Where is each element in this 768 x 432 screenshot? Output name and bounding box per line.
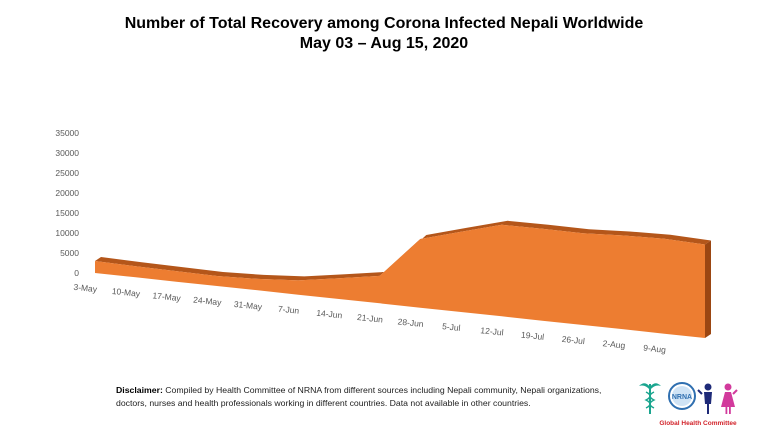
x-tick-label: 21-Jun [357, 312, 384, 325]
area-side-face [705, 240, 711, 338]
x-tick-label: 5-Jul [442, 321, 461, 333]
x-tick-label: 3-May [73, 282, 98, 294]
y-tick-label: 10000 [55, 228, 79, 238]
female-figure-icon [721, 383, 738, 414]
y-tick-label: 30000 [55, 148, 79, 158]
disclaimer-label: Disclaimer: [116, 385, 163, 395]
x-tick-label: 14-Jun [316, 308, 343, 321]
y-tick-label: 35000 [55, 128, 79, 138]
x-tick-label: 2-Aug [602, 338, 626, 350]
x-tick-label: 12-Jul [480, 325, 504, 337]
area-front-face [95, 224, 705, 338]
male-figure-icon [697, 383, 712, 414]
y-tick-label: 0 [74, 268, 79, 278]
x-tick-label: 9-Aug [643, 343, 667, 355]
x-tick-label: 7-Jun [278, 304, 300, 316]
x-tick-label: 10-May [111, 286, 141, 299]
disclaimer-text: Compiled by Health Committee of NRNA fro… [116, 385, 602, 408]
x-tick-label: 24-May [193, 295, 223, 308]
x-tick-label: 17-May [152, 290, 182, 303]
chart-title: Number of Total Recovery among Corona In… [124, 15, 644, 32]
caduceus-icon [639, 383, 661, 414]
y-tick-label: 5000 [60, 248, 79, 258]
x-tick-label: 28-Jun [397, 316, 424, 329]
x-tick-label: 31-May [233, 299, 263, 312]
x-axis: 3-May 10-May 17-May 24-May 31-May 7-Jun 14-Jun… [73, 282, 667, 355]
chart-subtitle: May 03 – Aug 15, 2020 [299, 35, 469, 52]
y-tick-label: 20000 [55, 188, 79, 198]
logo-caption: Global Health Committee [659, 420, 737, 427]
y-axis: 0 5000 10000 15000 20000 25000 30000 35000 [55, 128, 79, 278]
globe-icon: NRNA [668, 382, 696, 410]
nrna-logo-text: NRNA [672, 394, 692, 401]
area-layer [95, 220, 711, 338]
x-tick-label: 26-Jul [561, 334, 585, 346]
y-tick-label: 15000 [55, 208, 79, 218]
y-tick-label: 25000 [55, 168, 79, 178]
disclaimer: Disclaimer: Compiled by Health Committee… [116, 384, 621, 409]
nrna-health-committee-logo: NRNA Global Health Committee [639, 382, 738, 427]
x-tick-label: 19-Jul [521, 330, 545, 342]
